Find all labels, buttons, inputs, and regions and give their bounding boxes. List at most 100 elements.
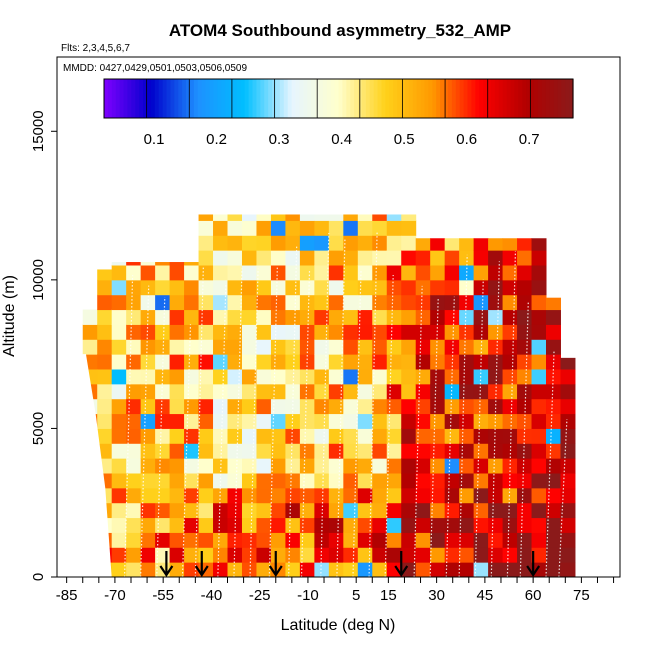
heatmap-cell: [386, 214, 402, 221]
heatmap-cell: [111, 413, 127, 429]
heatmap-cell: [241, 220, 257, 236]
heatmap-cell: [111, 383, 127, 400]
heatmap-cell: [285, 369, 301, 385]
heatmap-cell: [401, 458, 417, 474]
heatmap-cell: [357, 413, 373, 429]
heatmap-cell: [386, 235, 402, 251]
heatmap-cell: [140, 279, 156, 296]
colorbar-segment: [189, 79, 195, 118]
heatmap-cell: [198, 458, 214, 474]
heatmap-cell: [459, 383, 475, 400]
colorbar-segment: [178, 79, 183, 118]
flights-label: Flts: 2,3,4,5,6,7: [61, 43, 130, 54]
heatmap-cell: [227, 398, 243, 415]
heatmap-cell: [140, 562, 156, 578]
heatmap-cell: [184, 562, 200, 578]
x-tick-label: 15: [380, 587, 397, 604]
heatmap-cell: [488, 428, 504, 444]
colorbar-segment: [205, 79, 211, 118]
heatmap-cell: [314, 473, 330, 489]
flight-track: [288, 246, 298, 578]
colorbar-segment: [283, 79, 289, 118]
colorbar-segment: [404, 79, 410, 118]
profile-arrow: [526, 551, 541, 577]
heatmap-cell: [198, 250, 214, 266]
heatmap-cell: [328, 487, 344, 504]
colorbar-segment: [244, 79, 250, 118]
heatmap-cell: [256, 383, 272, 400]
heatmap-cell: [198, 265, 214, 281]
heatmap-cell: [459, 369, 475, 385]
heatmap-cell: [285, 413, 301, 429]
heatmap-cell: [270, 383, 286, 400]
heatmap-cell: [430, 383, 446, 400]
heatmap-cell: [285, 250, 301, 266]
heatmap-cell: [126, 369, 142, 385]
heatmap-cell: [531, 502, 547, 519]
x-axis: -85 -70 -55 -40 -25 -10 5 15 30 45 60 75: [56, 577, 615, 604]
heatmap-cell: [459, 294, 475, 311]
heatmap-cell: [531, 383, 547, 400]
heatmap-cell: [430, 547, 446, 563]
heatmap-cell: [111, 309, 127, 325]
heatmap-cell: [502, 517, 518, 533]
heatmap-cell: [241, 265, 257, 281]
colorbar-segment: [318, 79, 324, 118]
heatmap-cell: [415, 487, 431, 504]
heatmap-cell: [213, 309, 229, 325]
heatmap-cell: [372, 235, 388, 251]
heatmap-cell: [270, 532, 286, 548]
heatmap-cell: [473, 562, 489, 578]
heatmap-cell: [459, 473, 475, 489]
heatmap-cell: [415, 339, 431, 355]
heatmap-cell: [155, 532, 171, 548]
heatmap-cell: [184, 383, 200, 400]
heatmap-cell: [546, 297, 561, 311]
heatmap-cell: [314, 324, 330, 340]
heatmap-cell: [401, 487, 417, 504]
heatmap-cell: [401, 517, 417, 533]
heatmap-cell: [386, 428, 402, 444]
heatmap-cell: [97, 269, 113, 281]
heatmap-cell: [155, 443, 171, 459]
heatmap-cell: [459, 458, 475, 474]
profile-arrow: [194, 551, 209, 577]
heatmap-cell: [560, 562, 576, 578]
heatmap-cell: [198, 279, 214, 296]
heatmap-cell: [314, 294, 330, 311]
heatmap-cell: [140, 413, 156, 429]
heatmap-cell: [270, 235, 286, 251]
heatmap-cell: [328, 235, 344, 251]
heatmap-cell: [430, 517, 446, 533]
heatmap-cell: [386, 413, 402, 429]
colorbar-segment: [440, 79, 445, 118]
heatmap-cell: [357, 383, 373, 400]
heatmap-cell: [285, 502, 301, 519]
heatmap-cell: [517, 547, 533, 563]
heatmap-cell: [502, 398, 518, 415]
heatmap-cell: [256, 398, 272, 415]
heatmap-cell: [560, 487, 576, 504]
colorbar-segment: [127, 79, 132, 118]
heatmap-cell: [169, 354, 185, 370]
heatmap-cell: [140, 428, 156, 444]
heatmap-cell: [299, 354, 315, 370]
heatmap-cell: [415, 250, 431, 266]
heatmap-cell: [343, 235, 359, 251]
heatmap-cell: [155, 517, 171, 533]
heatmap-cell: [270, 220, 286, 236]
heatmap-cell: [502, 265, 518, 281]
heatmap-cell: [213, 398, 229, 415]
heatmap-cell: [357, 473, 373, 489]
heatmap-cell: [488, 443, 504, 459]
colorbar-segment: [432, 79, 437, 118]
heatmap-cell: [343, 458, 359, 474]
heatmap-cell: [169, 309, 185, 325]
heatmap-cell: [227, 487, 243, 504]
heatmap-cell: [184, 517, 200, 533]
heatmap-cell: [488, 265, 504, 281]
heatmap-cell: [343, 487, 359, 504]
flight-track: [249, 268, 259, 578]
heatmap-cell: [343, 398, 359, 415]
heatmap-cell: [502, 354, 518, 370]
